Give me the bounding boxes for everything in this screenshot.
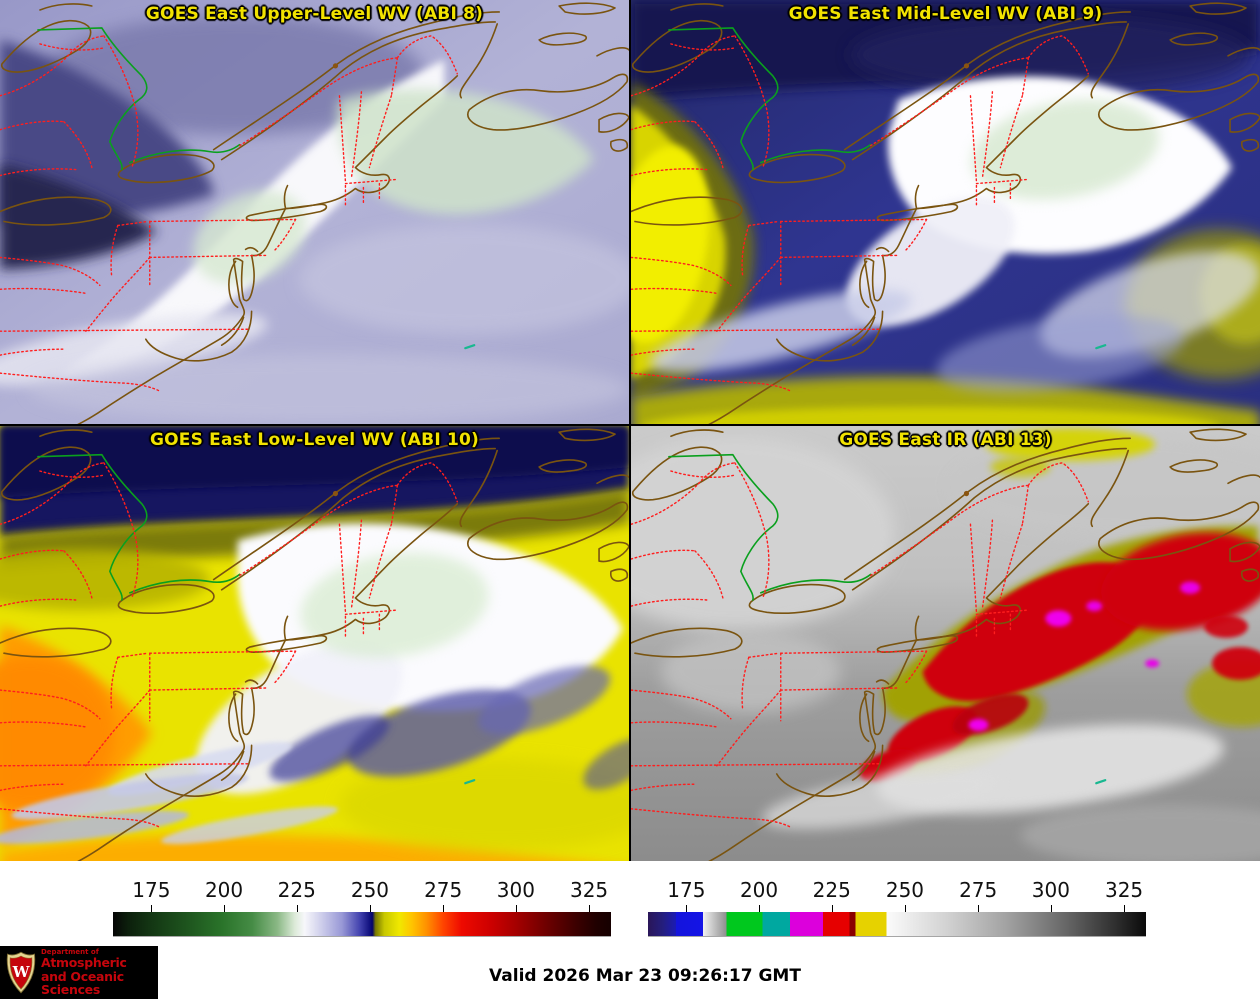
uw-aos-logo: W Department of Atmospheric and Oceanic … [0,946,158,999]
colorbar-tick [1050,905,1052,912]
colorbar-tick-label: 275 [959,878,998,902]
colorbar-tick-label: 200 [204,878,244,902]
uw-crest-icon: W [6,951,36,994]
colorbar-tick-label: 300 [1031,878,1070,902]
panel-abi10: GOES East Low-Level WV (ABI 10) [0,426,629,861]
colorbar-tick-label: 275 [424,878,463,902]
satellite-image-ir [631,426,1260,861]
logo-dept-line: Department of [41,948,99,957]
panel-grid: GOES East Upper-Level WV (ABI 8) [0,0,1260,861]
colorbar-tick-label: 300 [496,878,535,902]
colorbar-tick [1124,905,1126,912]
colorbar-tick [151,905,153,912]
colorbar-tick [369,905,371,912]
logo-name-line1: Atmospheric [41,955,127,971]
panel-abi9: GOES East Mid-Level WV (ABI 9) [631,0,1260,424]
panel-abi8: GOES East Upper-Level WV (ABI 8) [0,0,629,424]
satellite-image-mid-level-wv [631,0,1260,424]
colorbar-wv-gradient [113,912,611,936]
colorbar-tick-label: 250 [350,878,390,902]
colorbar-tick [296,905,298,912]
colorbar-tick [978,905,980,912]
uw-monogram: W [12,963,31,981]
colorbar-tick-label: 225 [812,878,851,902]
colorbar-tick-label: 325 [1104,878,1144,902]
colorbar-tick [443,905,445,912]
colorbar-tick [224,905,226,912]
satellite-image-low-level-wv [0,426,629,861]
colorbar-tick [904,905,906,912]
valid-timestamp: Valid 2026 Mar 23 09:26:17 GMT [489,966,801,986]
colorbar-tick-label: 225 [277,878,316,902]
colorbar-ir-gradient [648,912,1146,936]
colorbar-tick-label: 250 [885,878,925,902]
logo-name-line2: and Oceanic Sciences [41,968,124,997]
colorbar-tick [831,905,833,912]
colorbar-tick-label: 175 [667,878,706,902]
footer: 175 200 225 250 275 300 325 175 200 225 … [0,861,1260,999]
colorbar-tick [589,905,591,912]
colorbar-ir: 175 200 225 250 275 300 325 [648,861,1146,954]
colorbar-tick-label: 325 [569,878,609,902]
colorbar-tick-label: 200 [739,878,779,902]
colorbar-tick-label: 175 [132,878,171,902]
panel-abi13: GOES East IR (ABI 13) [631,426,1260,861]
colorbar-tick [515,905,517,912]
colorbar-wv: 175 200 225 250 275 300 325 [113,861,611,954]
satellite-image-upper-level-wv [0,0,629,424]
colorbar-tick [686,905,688,912]
colorbar-tick [759,905,761,912]
